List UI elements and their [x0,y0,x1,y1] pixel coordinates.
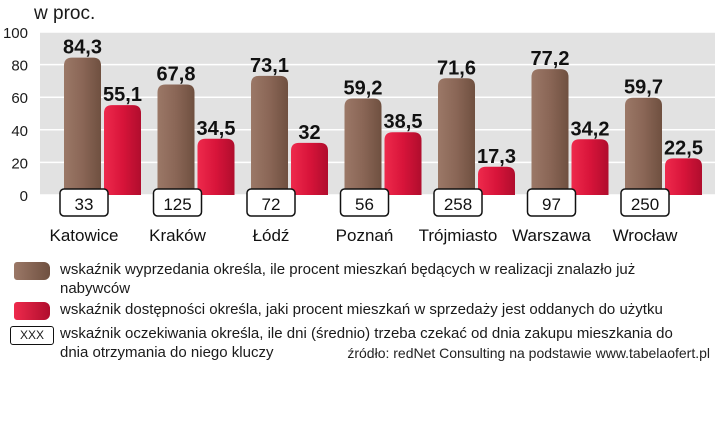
bar-wyprzedanie [625,97,662,195]
y-tick-label: 0 [20,188,28,205]
days-value: 250 [631,195,659,214]
y-tick-labels: 0 20 40 60 80 100 [3,25,28,205]
bar-wyprzedanie [344,98,382,195]
bar-dostepnosc [197,138,235,195]
data-label: 38,5 [384,111,423,133]
data-label: 67,8 [157,63,196,85]
data-label: 84,3 [63,37,102,59]
days-box [433,188,483,217]
legend-text-wyprzedanie-cont: nabywców [60,280,131,297]
legend-swatch-wyprzedanie [14,262,50,280]
y-tick-label: 20 [11,155,28,172]
data-label: 34,2 [571,118,610,140]
y-tick-label: 40 [11,123,28,140]
category-label: Łódź [253,226,290,245]
bars [64,57,702,195]
legend-text-wyprzedanie: wskaźnik wyprzedania określa, ile procen… [60,261,636,278]
bar-wyprzedanie [64,57,101,195]
bar-wyprzedanie [157,84,195,195]
days-value: 125 [163,195,191,214]
data-label: 32 [298,122,320,144]
days-value: 56 [355,195,374,214]
days-box [59,188,109,217]
days-value: 97 [542,195,561,214]
legend-box-oczekiwanie: XXX [10,326,54,345]
bar-wyprzedanie [251,75,288,195]
y-tick-label: 100 [3,25,28,42]
data-label: 71,6 [437,57,476,79]
days-box [620,188,670,217]
category-label: Warszawa [512,226,591,245]
days-box [152,188,203,217]
data-label: 59,2 [344,78,383,100]
category-label: Wrocław [613,226,679,245]
y-tick-label: 80 [11,58,28,75]
legend-text-oczekiwanie: wskaźnik oczekiwania określa, ile dni (ś… [60,325,673,342]
category-label: Trójmiasto [419,226,498,245]
days-box [246,188,296,217]
y-tick-label: 60 [11,90,28,107]
days-value: 72 [262,195,281,214]
data-labels: 84,3 55,1 67,8 34,5 73,1 32 59,238,5 71,6 17,3 77… [63,37,703,168]
legend-text-dostepnosc: wskaźnik dostępności określa, jaki proce… [60,301,663,318]
category-label: Poznań [336,226,394,245]
bar-dostepnosc [291,142,328,195]
days-value: 33 [75,195,94,214]
data-label: 34,5 [197,118,236,140]
legend-text-oczekiwanie-cont: dnia otrzymania do niego kluczy [60,344,274,361]
category-label: Katowice [50,226,119,245]
data-label: 22,5 [664,137,703,159]
bar-wyprzedanie [531,69,569,195]
bar-dostepnosc [665,158,702,195]
days-box [339,188,390,217]
days-box [526,188,577,217]
category-label: Kraków [149,226,206,245]
data-label: 55,1 [103,84,142,106]
bar-dostepnosc [571,139,609,195]
bar-dostepnosc [384,132,422,195]
unit-label: w proc. [33,3,95,24]
data-label: 59,7 [624,77,663,99]
bar-dostepnosc [104,105,141,195]
source-note: źródło: redNet Consulting na podstawie w… [347,345,710,361]
days-value: 258 [444,195,472,214]
data-label: 77,2 [531,48,570,70]
category-labels: Katowice Kraków Łódź Poznań Trójmiasto Warsza… [50,226,679,245]
bar-chart: 0 20 40 60 80 100 w proc. 84,3 55,1 67,8 34,5 73,… [3,3,715,245]
bar-dostepnosc [478,166,515,195]
days-boxes: 33 125 72 56 258 97 250 [59,188,670,217]
data-label: 73,1 [250,55,289,77]
legend-swatch-dostepnosc [14,302,50,320]
data-label: 17,3 [477,146,516,168]
bar-wyprzedanie [438,78,475,195]
